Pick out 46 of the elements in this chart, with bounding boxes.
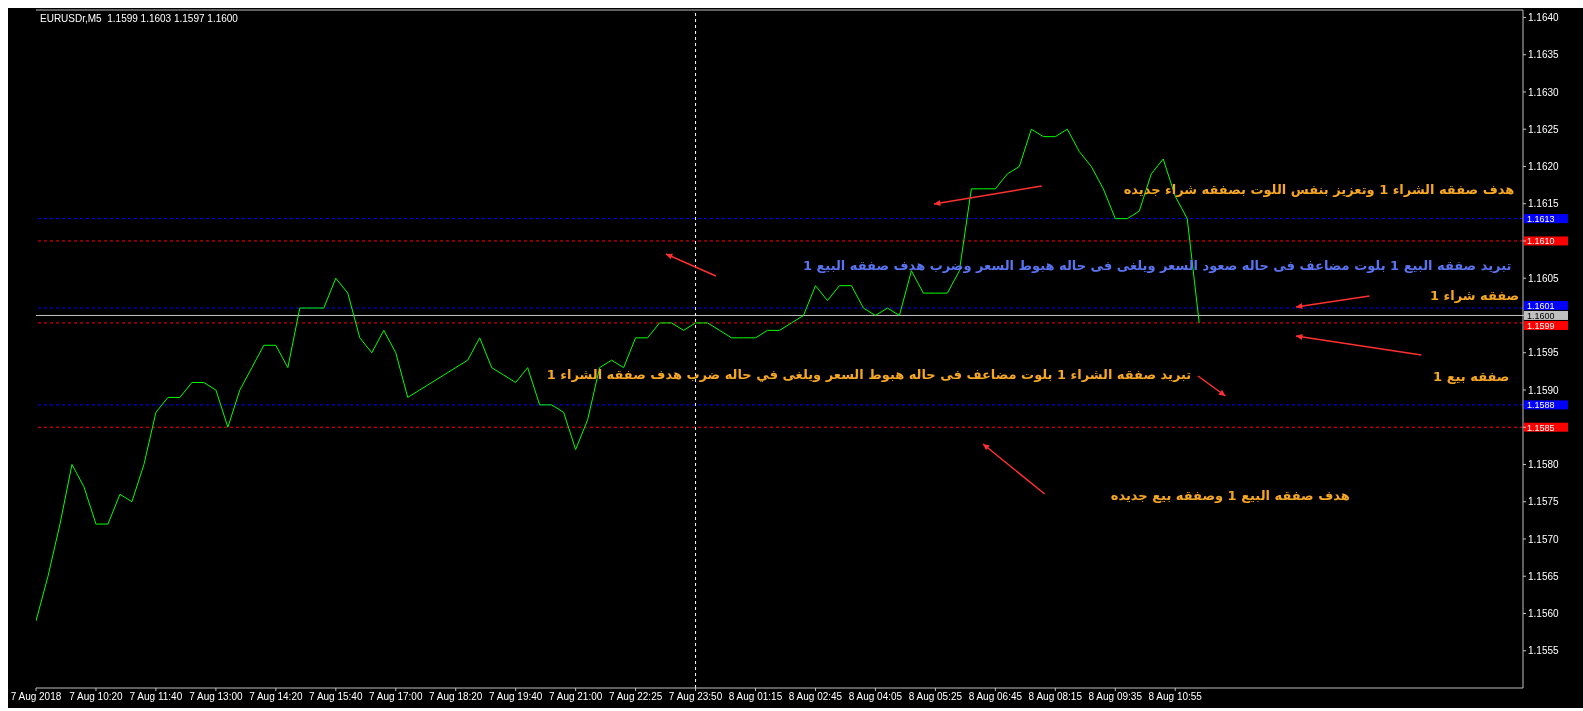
x-tick-label: 7 Aug 13:00 (189, 691, 244, 703)
y-tick-label: 1.1555 (1528, 645, 1560, 657)
x-tick-label: 7 Aug 17:00 (369, 691, 423, 703)
x-tick-label: 8 Aug 06:45 (968, 691, 1023, 703)
ref-line-label: 1.1599 (1527, 320, 1555, 331)
ref-line-label: 1.1601 (1527, 300, 1555, 311)
y-tick-label: 1.1635 (1528, 49, 1560, 61)
annotation: صفقه شراء 1 (1429, 287, 1520, 303)
x-tick-label: 7 Aug 10:20 (69, 691, 124, 703)
x-tick-label: 7 Aug 14:20 (249, 691, 303, 703)
y-tick-label: 1.1565 (1528, 570, 1560, 582)
annotation: هدف صفقه البيع 1 وصفقه بيع جديده (1110, 487, 1350, 503)
chart-title: EURUSDr,M5 1.1599 1.1603 1.1597 1.1600 (40, 13, 238, 24)
y-tick-label: 1.1615 (1528, 198, 1560, 210)
y-tick-label: 1.1630 (1528, 86, 1560, 98)
x-tick-label: 8 Aug 02:45 (788, 691, 843, 703)
x-tick-label: 7 Aug 15:40 (309, 691, 363, 703)
x-tick-label: 8 Aug 09:35 (1088, 691, 1143, 703)
x-tick-label: 7 Aug 11:40 (129, 691, 183, 703)
x-tick-label: 7 Aug 19:40 (488, 691, 543, 703)
ref-line-label: 1.1613 (1527, 214, 1555, 225)
annotation: صفقه بيع 1 (1433, 368, 1510, 384)
x-tick-label: 8 Aug 01:15 (728, 691, 783, 703)
y-tick-label: 1.1625 (1528, 123, 1560, 135)
y-tick-label: 1.1570 (1528, 533, 1560, 545)
x-tick-label: 7 Aug 2018 (10, 691, 62, 703)
x-tick-label: 7 Aug 18:20 (429, 691, 483, 703)
x-tick-label: 8 Aug 05:25 (908, 691, 963, 703)
x-tick-label: 7 Aug 23:50 (668, 691, 723, 703)
x-tick-label: 8 Aug 08:15 (1028, 691, 1083, 703)
ref-line-label: 1.1585 (1527, 422, 1555, 433)
y-tick-label: 1.1590 (1528, 384, 1560, 396)
ref-line-label: 1.1600 (1527, 310, 1555, 321)
y-tick-label: 1.1595 (1528, 347, 1560, 359)
x-tick-label: 8 Aug 04:05 (848, 691, 903, 703)
y-tick-label: 1.1620 (1528, 161, 1560, 173)
ref-line-label: 1.1610 (1527, 236, 1555, 247)
x-tick-label: 7 Aug 22:25 (608, 691, 663, 703)
y-tick-label: 1.1640 (1528, 12, 1560, 23)
y-tick-label: 1.1560 (1528, 608, 1560, 620)
x-tick-label: 7 Aug 21:00 (548, 691, 603, 703)
y-tick-label: 1.1580 (1528, 459, 1560, 471)
x-tick-label: 8 Aug 10:55 (1148, 691, 1203, 703)
ref-line-label: 1.1588 (1527, 400, 1555, 411)
y-tick-label: 1.1605 (1528, 272, 1560, 284)
y-tick-label: 1.1575 (1528, 496, 1560, 508)
